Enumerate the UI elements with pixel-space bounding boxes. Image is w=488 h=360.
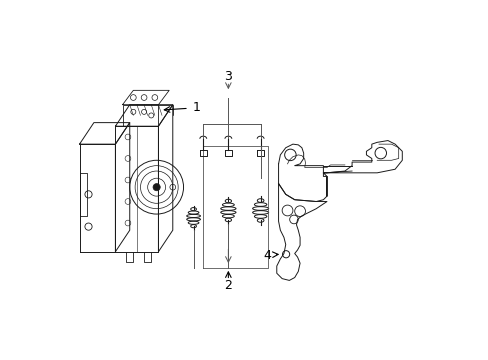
Text: 3: 3 bbox=[224, 69, 232, 82]
Text: 1: 1 bbox=[192, 101, 200, 114]
Circle shape bbox=[153, 184, 160, 191]
Text: 2: 2 bbox=[224, 279, 232, 292]
Text: 4: 4 bbox=[263, 249, 271, 262]
